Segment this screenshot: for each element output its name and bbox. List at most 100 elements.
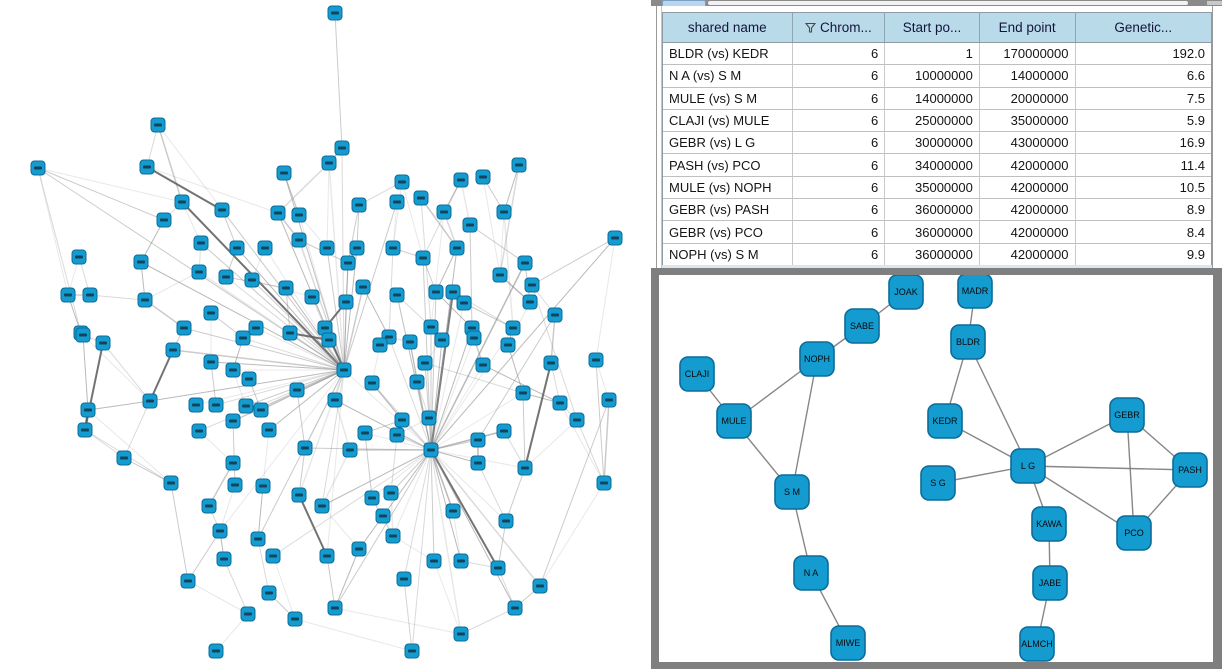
network-node[interactable] bbox=[453, 172, 469, 188]
network-node[interactable] bbox=[82, 287, 98, 303]
network-node[interactable] bbox=[156, 212, 172, 228]
network-node-pco[interactable]: PCO bbox=[1116, 515, 1152, 551]
network-node[interactable] bbox=[327, 5, 343, 21]
network-node[interactable] bbox=[327, 392, 343, 408]
network-node[interactable] bbox=[421, 410, 437, 426]
network-node[interactable] bbox=[214, 202, 230, 218]
network-node[interactable] bbox=[547, 307, 563, 323]
network-node-miwe[interactable]: MIWE bbox=[830, 625, 866, 661]
network-node[interactable] bbox=[355, 279, 371, 295]
network-node[interactable] bbox=[71, 249, 87, 265]
table-row[interactable]: N A (vs) S M 6 10000000 14000000 6.6 bbox=[663, 65, 1211, 88]
network-node[interactable] bbox=[364, 490, 380, 506]
network-node[interactable] bbox=[357, 425, 373, 441]
network-node[interactable] bbox=[498, 513, 514, 529]
network-node[interactable] bbox=[203, 354, 219, 370]
network-node[interactable] bbox=[515, 385, 531, 401]
network-node[interactable] bbox=[287, 611, 303, 627]
network-node[interactable] bbox=[453, 626, 469, 642]
table-row[interactable]: GEBR (vs) PCO 6 36000000 42000000 8.4 bbox=[663, 221, 1211, 244]
network-node[interactable] bbox=[276, 165, 292, 181]
network-node[interactable] bbox=[517, 255, 533, 271]
network-node[interactable] bbox=[456, 295, 472, 311]
network-node[interactable] bbox=[389, 287, 405, 303]
network-node[interactable] bbox=[500, 337, 516, 353]
network-node-claji[interactable]: CLAJI bbox=[679, 356, 715, 392]
network-node[interactable] bbox=[180, 573, 196, 589]
network-node[interactable] bbox=[250, 531, 266, 547]
network-node[interactable] bbox=[212, 523, 228, 539]
network-node[interactable] bbox=[95, 335, 111, 351]
network-node[interactable] bbox=[507, 600, 523, 616]
network-node[interactable] bbox=[375, 508, 391, 524]
network-node[interactable] bbox=[270, 205, 286, 221]
network-node-jabe[interactable]: JABE bbox=[1032, 565, 1068, 601]
network-node[interactable] bbox=[364, 375, 380, 391]
network-node[interactable] bbox=[191, 264, 207, 280]
network-node-gebr[interactable]: GEBR bbox=[1109, 397, 1145, 433]
network-node[interactable] bbox=[511, 157, 527, 173]
network-node[interactable] bbox=[569, 412, 585, 428]
detail-network-canvas[interactable]: JOAK MADR SABE BLDR NOPH CLAJI GEBR MULE KEDR L G… bbox=[659, 275, 1213, 662]
network-node[interactable] bbox=[490, 560, 506, 576]
network-node[interactable] bbox=[596, 475, 612, 491]
network-node[interactable] bbox=[240, 606, 256, 622]
table-row[interactable]: CLAJI (vs) MULE 6 25000000 35000000 5.9 bbox=[663, 109, 1211, 133]
network-node[interactable] bbox=[291, 232, 307, 248]
network-node[interactable] bbox=[193, 235, 209, 251]
network-node[interactable] bbox=[241, 371, 257, 387]
network-node[interactable] bbox=[291, 207, 307, 223]
network-node[interactable] bbox=[321, 155, 337, 171]
network-node-almch[interactable]: ALMCH bbox=[1019, 626, 1055, 662]
network-edge[interactable] bbox=[967, 341, 1029, 467]
table-row[interactable]: PASH (vs) PCO 6 34000000 42000000 11.4 bbox=[663, 154, 1211, 177]
network-node[interactable] bbox=[133, 254, 149, 270]
network-node[interactable] bbox=[319, 548, 335, 564]
network-node[interactable] bbox=[163, 475, 179, 491]
network-node[interactable] bbox=[445, 503, 461, 519]
network-node-noph[interactable]: NOPH bbox=[799, 341, 835, 377]
network-node[interactable] bbox=[327, 600, 343, 616]
column-header-genetic[interactable]: Genetic... bbox=[1075, 13, 1211, 42]
column-header-chrom[interactable]: Chrom... bbox=[792, 13, 886, 42]
network-node[interactable] bbox=[532, 578, 548, 594]
network-node[interactable] bbox=[238, 398, 254, 414]
network-node[interactable] bbox=[462, 217, 478, 233]
network-node[interactable] bbox=[77, 422, 93, 438]
network-node[interactable] bbox=[60, 287, 76, 303]
network-node[interactable] bbox=[317, 320, 333, 336]
network-node-kedr[interactable]: KEDR bbox=[927, 403, 963, 439]
network-edge[interactable] bbox=[1027, 465, 1135, 534]
network-edge[interactable] bbox=[1126, 414, 1135, 534]
network-node-s-m[interactable]: S M bbox=[774, 474, 810, 510]
network-node[interactable] bbox=[372, 337, 388, 353]
network-edge[interactable] bbox=[791, 358, 818, 493]
network-node[interactable] bbox=[253, 402, 269, 418]
network-node[interactable] bbox=[304, 289, 320, 305]
overview-network-canvas[interactable] bbox=[0, 0, 651, 669]
network-node[interactable] bbox=[289, 382, 305, 398]
network-node[interactable] bbox=[466, 330, 482, 346]
network-node[interactable] bbox=[383, 485, 399, 501]
network-node[interactable] bbox=[588, 352, 604, 368]
network-node[interactable] bbox=[552, 395, 568, 411]
network-node[interactable] bbox=[404, 643, 420, 659]
network-node[interactable] bbox=[607, 230, 623, 246]
network-node[interactable] bbox=[417, 355, 433, 371]
network-node[interactable] bbox=[319, 240, 335, 256]
network-node[interactable] bbox=[389, 194, 405, 210]
table-row[interactable]: MULE (vs) S M 6 14000000 20000000 7.5 bbox=[663, 87, 1211, 110]
network-node[interactable] bbox=[543, 355, 559, 371]
column-header-end[interactable]: End point bbox=[979, 13, 1076, 42]
network-node[interactable] bbox=[150, 117, 166, 133]
network-node[interactable] bbox=[601, 392, 617, 408]
network-node-madr[interactable]: MADR bbox=[957, 275, 993, 309]
network-node[interactable] bbox=[30, 160, 46, 176]
network-node-sabe[interactable]: SABE bbox=[844, 308, 880, 344]
network-node[interactable] bbox=[80, 402, 96, 418]
network-node[interactable] bbox=[394, 412, 410, 428]
network-node[interactable] bbox=[453, 553, 469, 569]
network-node[interactable] bbox=[201, 498, 217, 514]
network-node[interactable] bbox=[137, 292, 153, 308]
network-node[interactable] bbox=[227, 477, 243, 493]
